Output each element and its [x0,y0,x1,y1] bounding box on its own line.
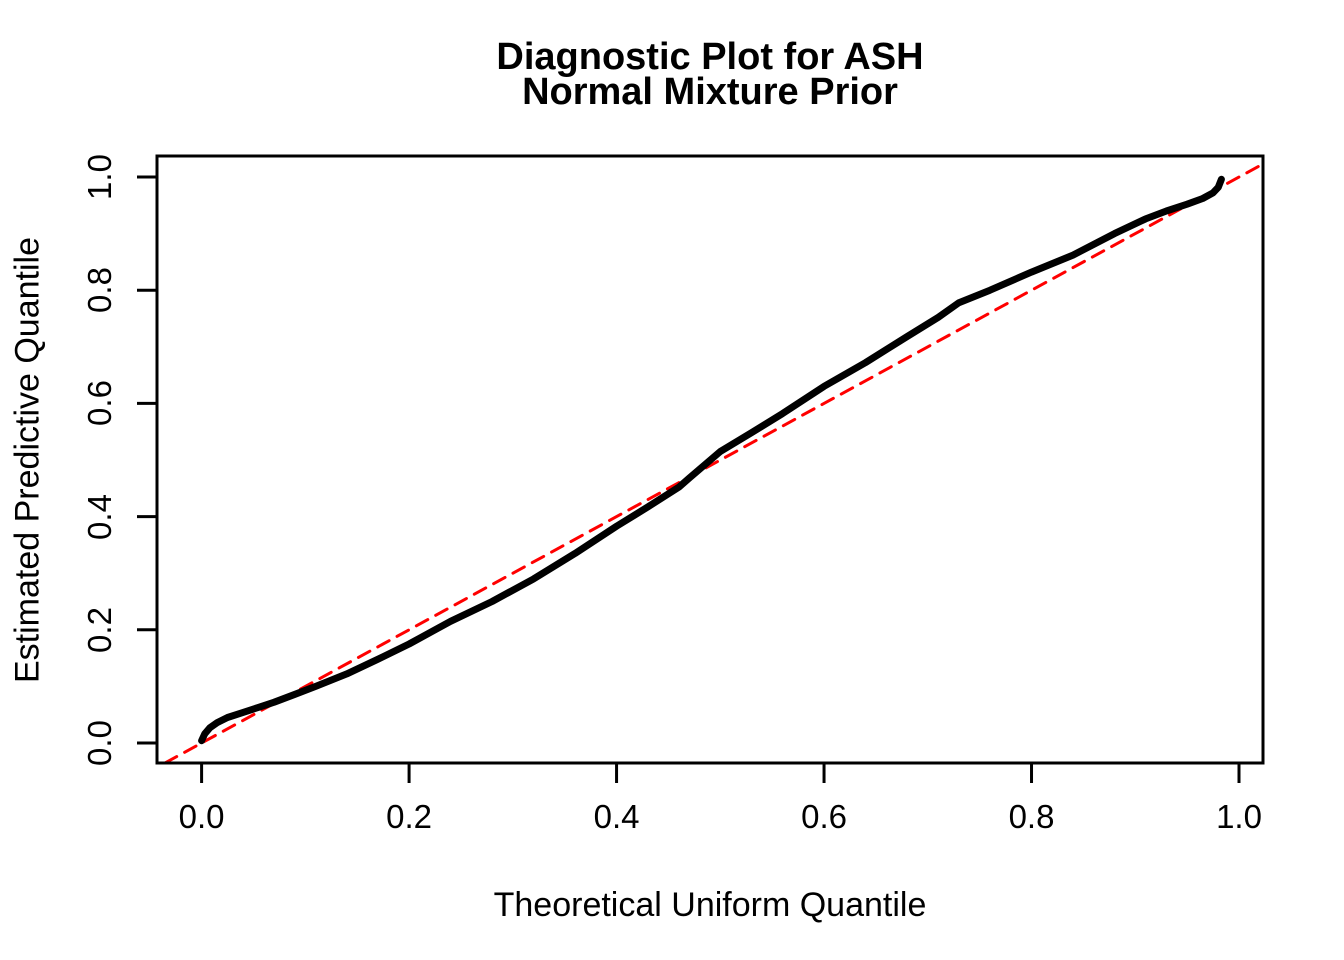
x-tick-label: 1.0 [1216,798,1262,835]
x-tick-label: 0.8 [1008,798,1055,835]
x-tick-label: 0.6 [801,798,847,835]
y-tick-label: 0.2 [81,606,118,653]
y-axis-title: Estimated Predictive Quantile [8,237,47,683]
plot-box [155,154,1265,765]
chart-title-line2: Normal Mixture Prior [522,71,898,113]
chart-title-line1: Diagnostic Plot for ASH [496,36,924,78]
x-tick-label: 0.0 [178,798,225,835]
chart-title: Diagnostic Plot for ASH Normal Mixture Pr… [157,38,1263,113]
y-tick-label: 1.0 [81,154,118,200]
y-tick-label: 0.0 [81,720,118,766]
y-tick-label: 0.4 [81,493,118,540]
x-tick-label: 0.2 [386,798,433,835]
reference-line-y-equals-x [163,162,1263,763]
y-tick-label: 0.6 [81,380,118,427]
x-tick-label: 0.4 [593,798,640,835]
y-tick-label: 0.8 [81,267,118,314]
estimated-predictive-quantile-curve [198,175,1225,745]
x-axis-title: Theoretical Uniform Quantile [493,886,927,924]
